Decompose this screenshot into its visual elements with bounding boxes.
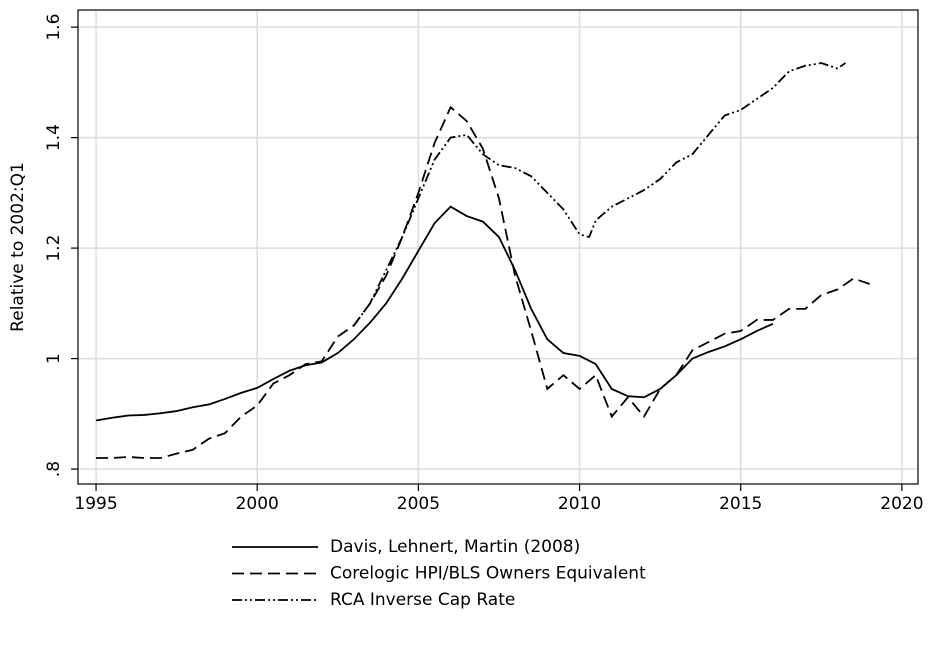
y-tick-label: .8 [44, 461, 64, 477]
series-line [95, 205, 774, 422]
legend-label: RCA Inverse Cap Rate [330, 590, 515, 610]
x-tick-label: 2020 [880, 494, 923, 514]
y-axis-label: Relative to 2002:Q1 [8, 162, 28, 332]
series-line [353, 62, 846, 326]
x-tick-label: 2000 [236, 494, 279, 514]
legend-label: Corelogic HPI/BLS Owners Equivalent [330, 564, 646, 584]
x-tick-label: 2010 [558, 494, 601, 514]
plot-frame [77, 9, 919, 485]
plot-area [78, 10, 918, 484]
y-tick-label: 1 [44, 353, 64, 364]
y-tick-label: 1.6 [44, 14, 64, 41]
legend-label: Davis, Lehnert, Martin (2008) [330, 537, 580, 557]
x-tick-label: 1995 [74, 494, 117, 514]
x-tick-label: 2005 [397, 494, 440, 514]
y-tick-label: 1.4 [44, 124, 64, 151]
x-tick-label: 2015 [719, 494, 762, 514]
y-tick-label: 1.2 [44, 235, 64, 262]
series-line [96, 105, 870, 459]
